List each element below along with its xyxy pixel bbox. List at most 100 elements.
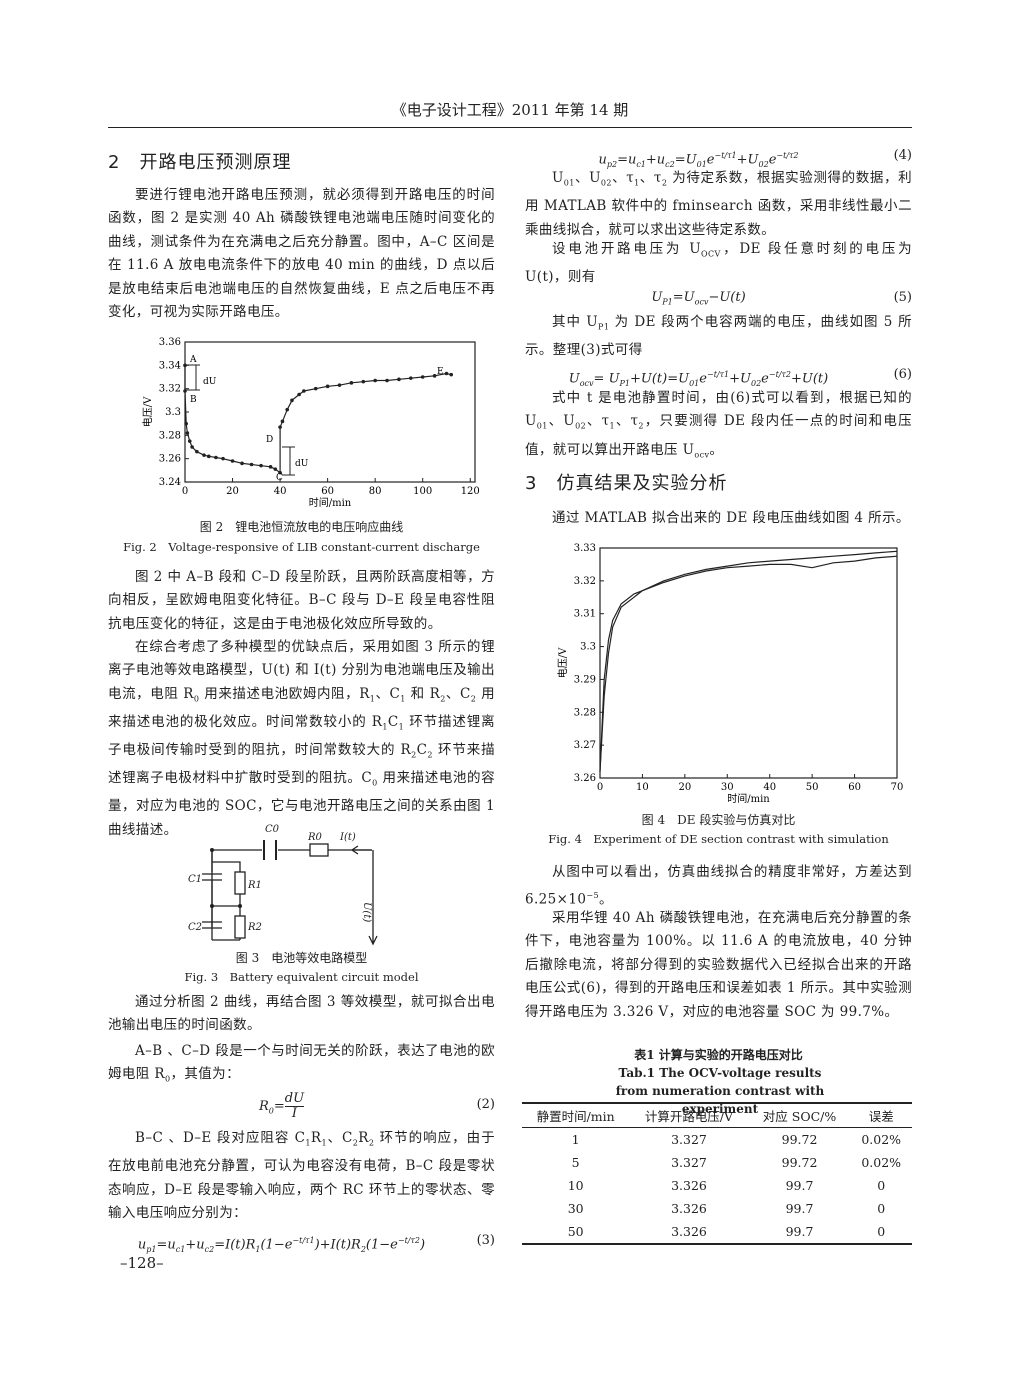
annotation: A bbox=[189, 355, 197, 365]
text-run: +u bbox=[645, 152, 666, 168]
text-run: 、U bbox=[574, 170, 601, 186]
y-tick-label: 3.27 bbox=[574, 740, 596, 751]
data-point bbox=[397, 377, 401, 382]
text-run: =u bbox=[156, 1237, 176, 1253]
table-cell: 3.327 bbox=[671, 1155, 707, 1170]
equation: up2=uc1+uc2=U01e−t/τ1+U02e−t/τ2 (4) bbox=[525, 143, 912, 169]
data-point bbox=[361, 379, 366, 384]
annotation: E bbox=[437, 367, 444, 377]
y-tick-label: 3.28 bbox=[574, 707, 596, 718]
subscript: 02 bbox=[575, 422, 587, 432]
subscript: p2 bbox=[606, 159, 618, 169]
annotation: dU bbox=[295, 459, 309, 469]
text-run: 其中 U bbox=[552, 314, 599, 330]
data-point bbox=[259, 463, 263, 468]
data-point bbox=[184, 421, 188, 426]
superscript: −5 bbox=[586, 891, 599, 901]
text-run: 在综合考虑了多种模型的优缺点后，采用如图 3 所示的锂离子电池等效电路模型，U(… bbox=[108, 639, 495, 702]
y-tick-label: 3.26 bbox=[574, 773, 596, 784]
data-point bbox=[297, 392, 301, 397]
text-run: =I(t)R bbox=[214, 1237, 256, 1253]
equation: up1=uc1+uc2=I(t)R1(1−e−t/τ1)+I(t)R2(1−e−… bbox=[108, 1228, 495, 1254]
subscript: 1 bbox=[609, 422, 615, 432]
subscript: 2 bbox=[360, 1244, 366, 1254]
y-tick-label: 3.32 bbox=[159, 384, 181, 395]
table-cell: 3.326 bbox=[671, 1178, 707, 1193]
data-point bbox=[185, 431, 190, 435]
superscript: −t/τ1 bbox=[292, 1236, 315, 1245]
x-tick-label: 100 bbox=[413, 486, 432, 497]
text-run: C bbox=[387, 713, 399, 730]
table-row: 30 3.326 99.7 0 bbox=[522, 1197, 912, 1220]
column-header: 计算开路电压/V bbox=[644, 1109, 734, 1124]
subscript: 01 bbox=[696, 159, 707, 169]
table: 静置时间/min 计算开路电压/V 对应 SOC/% 误差 1 3.327 99.72 0.… bbox=[522, 1102, 912, 1245]
data-line bbox=[599, 555, 898, 772]
subscript: 1 bbox=[369, 694, 376, 704]
data-point bbox=[214, 455, 218, 460]
text-run: =u bbox=[617, 152, 637, 168]
equation: R0= dU I (2) bbox=[108, 1092, 495, 1121]
text-run: 从图中可以看出，仿真曲线拟合的精度非常好，方差达到 6.25×10 bbox=[525, 864, 912, 908]
text-run: e bbox=[706, 152, 715, 168]
text-run: ，DE 段任意时刻的电压为 U(t)，则有 bbox=[525, 241, 913, 286]
subscript: 2 bbox=[352, 1138, 359, 1148]
subscript: c2 bbox=[204, 1244, 215, 1254]
subscript: 01 bbox=[536, 422, 548, 432]
data-point bbox=[302, 389, 306, 393]
x-tick-label: 0 bbox=[182, 486, 188, 497]
figure-caption-en: Fig. 4 Experiment of DE section contrast… bbox=[548, 832, 889, 846]
data-point bbox=[278, 470, 282, 475]
y-tick-label: 3.3 bbox=[165, 407, 181, 418]
data-point bbox=[449, 372, 454, 377]
paragraph: 要进行锂电池开路电压预测，就必须得到开路电压的时间函数，图 2 是实测 40 A… bbox=[108, 184, 495, 324]
y-tick-label: 3.3 bbox=[580, 642, 596, 653]
subscript: 1 bbox=[305, 1138, 311, 1148]
y-axis-label: 电压/V bbox=[141, 396, 154, 427]
table-cell: 5 bbox=[571, 1155, 580, 1170]
data-point bbox=[432, 374, 437, 378]
equation-body: Uocv= UP1+U(t)=U01e−t/τ1+U02e−t/τ2+U(t) bbox=[525, 362, 872, 397]
equation: Uocv= UP1+U(t)=U01e−t/τ1+U02e−t/τ2+U(t)(… bbox=[525, 362, 912, 388]
subscript: 01 bbox=[563, 178, 575, 188]
circuit-label: R2 bbox=[247, 922, 262, 933]
text-run: 通过 MATLAB 拟合出来的 DE 段电压曲线如图 4 所示。 bbox=[552, 510, 910, 526]
data-point bbox=[278, 425, 282, 429]
text-run: +u bbox=[185, 1237, 205, 1253]
x-tick-label: 0 bbox=[597, 782, 603, 793]
section-heading: 3 仿真结果及实验分析 bbox=[525, 473, 728, 494]
figure-caption: 图 2 锂电池恒流放电的电压响应曲线 bbox=[199, 520, 404, 534]
data-point bbox=[240, 461, 244, 466]
column-header: 误差 bbox=[868, 1109, 894, 1124]
text-run: 环节来描述锂离子电极材料中扩散时受到的阻抗。C bbox=[108, 742, 495, 787]
data-point bbox=[349, 381, 354, 385]
text-run: (1−e bbox=[365, 1237, 398, 1253]
subscript: 2 bbox=[470, 694, 477, 704]
equation-body: up2=uc1+uc2=U01e−t/τ1+U02e−t/τ2 bbox=[525, 143, 872, 178]
denominator: I bbox=[291, 1106, 297, 1121]
table-cell: 30 bbox=[567, 1201, 584, 1216]
text-run: U bbox=[552, 170, 564, 186]
annotation: C bbox=[276, 473, 283, 483]
subscript: 01 bbox=[689, 378, 700, 388]
circuit-label: C1 bbox=[188, 874, 202, 885]
data-point bbox=[409, 376, 413, 380]
table-cell: 99.7 bbox=[785, 1201, 814, 1216]
equation: UP1=Uocv−U(t) (5) bbox=[525, 285, 912, 311]
figure-caption-en: Fig. 3 Battery equivalent circuit model bbox=[184, 970, 419, 984]
subscript: ocv bbox=[694, 450, 710, 460]
table-cell: 99.7 bbox=[785, 1178, 814, 1193]
subscript: c1 bbox=[636, 159, 646, 169]
subscript: 1 bbox=[398, 722, 405, 732]
table-caption-en: Tab.1 The OCV-voltage results from numer… bbox=[615, 1066, 825, 1116]
text-run: 图 2 中 A–B 段和 C–D 段呈阶跃，且两阶跃高度相等，方向相反，呈欧姆电… bbox=[108, 569, 495, 632]
subscript: 0 bbox=[164, 1075, 171, 1085]
subscript: 1 bbox=[382, 722, 388, 732]
table-caption: 表1 计算与实验的开路电压对比 bbox=[634, 1048, 803, 1062]
circuit-label: U(t) bbox=[361, 902, 372, 922]
text-run: ，只要测得 DE 段内任一点的时间和电压值，就可以算出开路电压 U bbox=[525, 413, 912, 458]
table-cell: 3.327 bbox=[671, 1132, 707, 1147]
annotation: dU bbox=[203, 377, 217, 387]
paragraph: 设电池开路电压为 UOCV，DE 段任意时刻的电压为 U(t)，则有 bbox=[525, 238, 912, 290]
text-run: =U bbox=[674, 152, 697, 168]
